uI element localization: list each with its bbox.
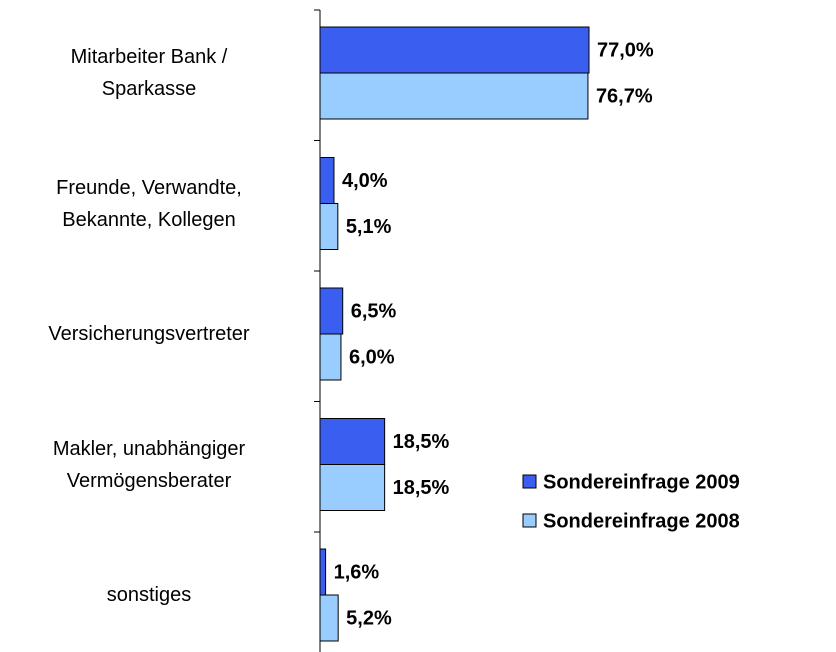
value-label: 77,0% xyxy=(597,39,654,61)
bar xyxy=(319,594,339,642)
value-label: 18,5% xyxy=(393,477,450,499)
bar xyxy=(319,548,327,596)
value-label: 76,7% xyxy=(596,85,653,107)
bar xyxy=(319,157,335,204)
bar xyxy=(319,418,386,465)
value-label: 5,2% xyxy=(346,607,392,629)
value-label: 4,0% xyxy=(342,170,388,192)
bar xyxy=(319,26,590,74)
value-label: 18,5% xyxy=(393,431,450,453)
legend-label: Sondereinfrage 2009 xyxy=(543,471,740,493)
category-label: Freunde, Verwandte, Bekannte, Kollegen xyxy=(56,176,242,231)
bar xyxy=(319,287,344,335)
value-label: 1,6% xyxy=(334,561,380,583)
legend-label: Sondereinfrage 2008 xyxy=(543,510,740,532)
legend-swatch xyxy=(522,513,537,528)
value-label: 6,5% xyxy=(351,300,397,322)
category-label: Versicherungsvertreter xyxy=(48,323,250,345)
legend-swatch xyxy=(522,474,537,489)
value-label: 5,1% xyxy=(346,216,392,238)
category-label: Mitarbeiter Bank / Sparkasse xyxy=(70,46,228,100)
bar xyxy=(319,72,589,120)
category-label: sonstiges xyxy=(106,584,192,606)
bar xyxy=(319,464,386,511)
bar xyxy=(319,333,342,381)
category-label: Makler, unabhängiger Vermögensberater xyxy=(52,437,246,492)
value-label: 6,0% xyxy=(349,346,395,368)
bar xyxy=(319,203,339,250)
